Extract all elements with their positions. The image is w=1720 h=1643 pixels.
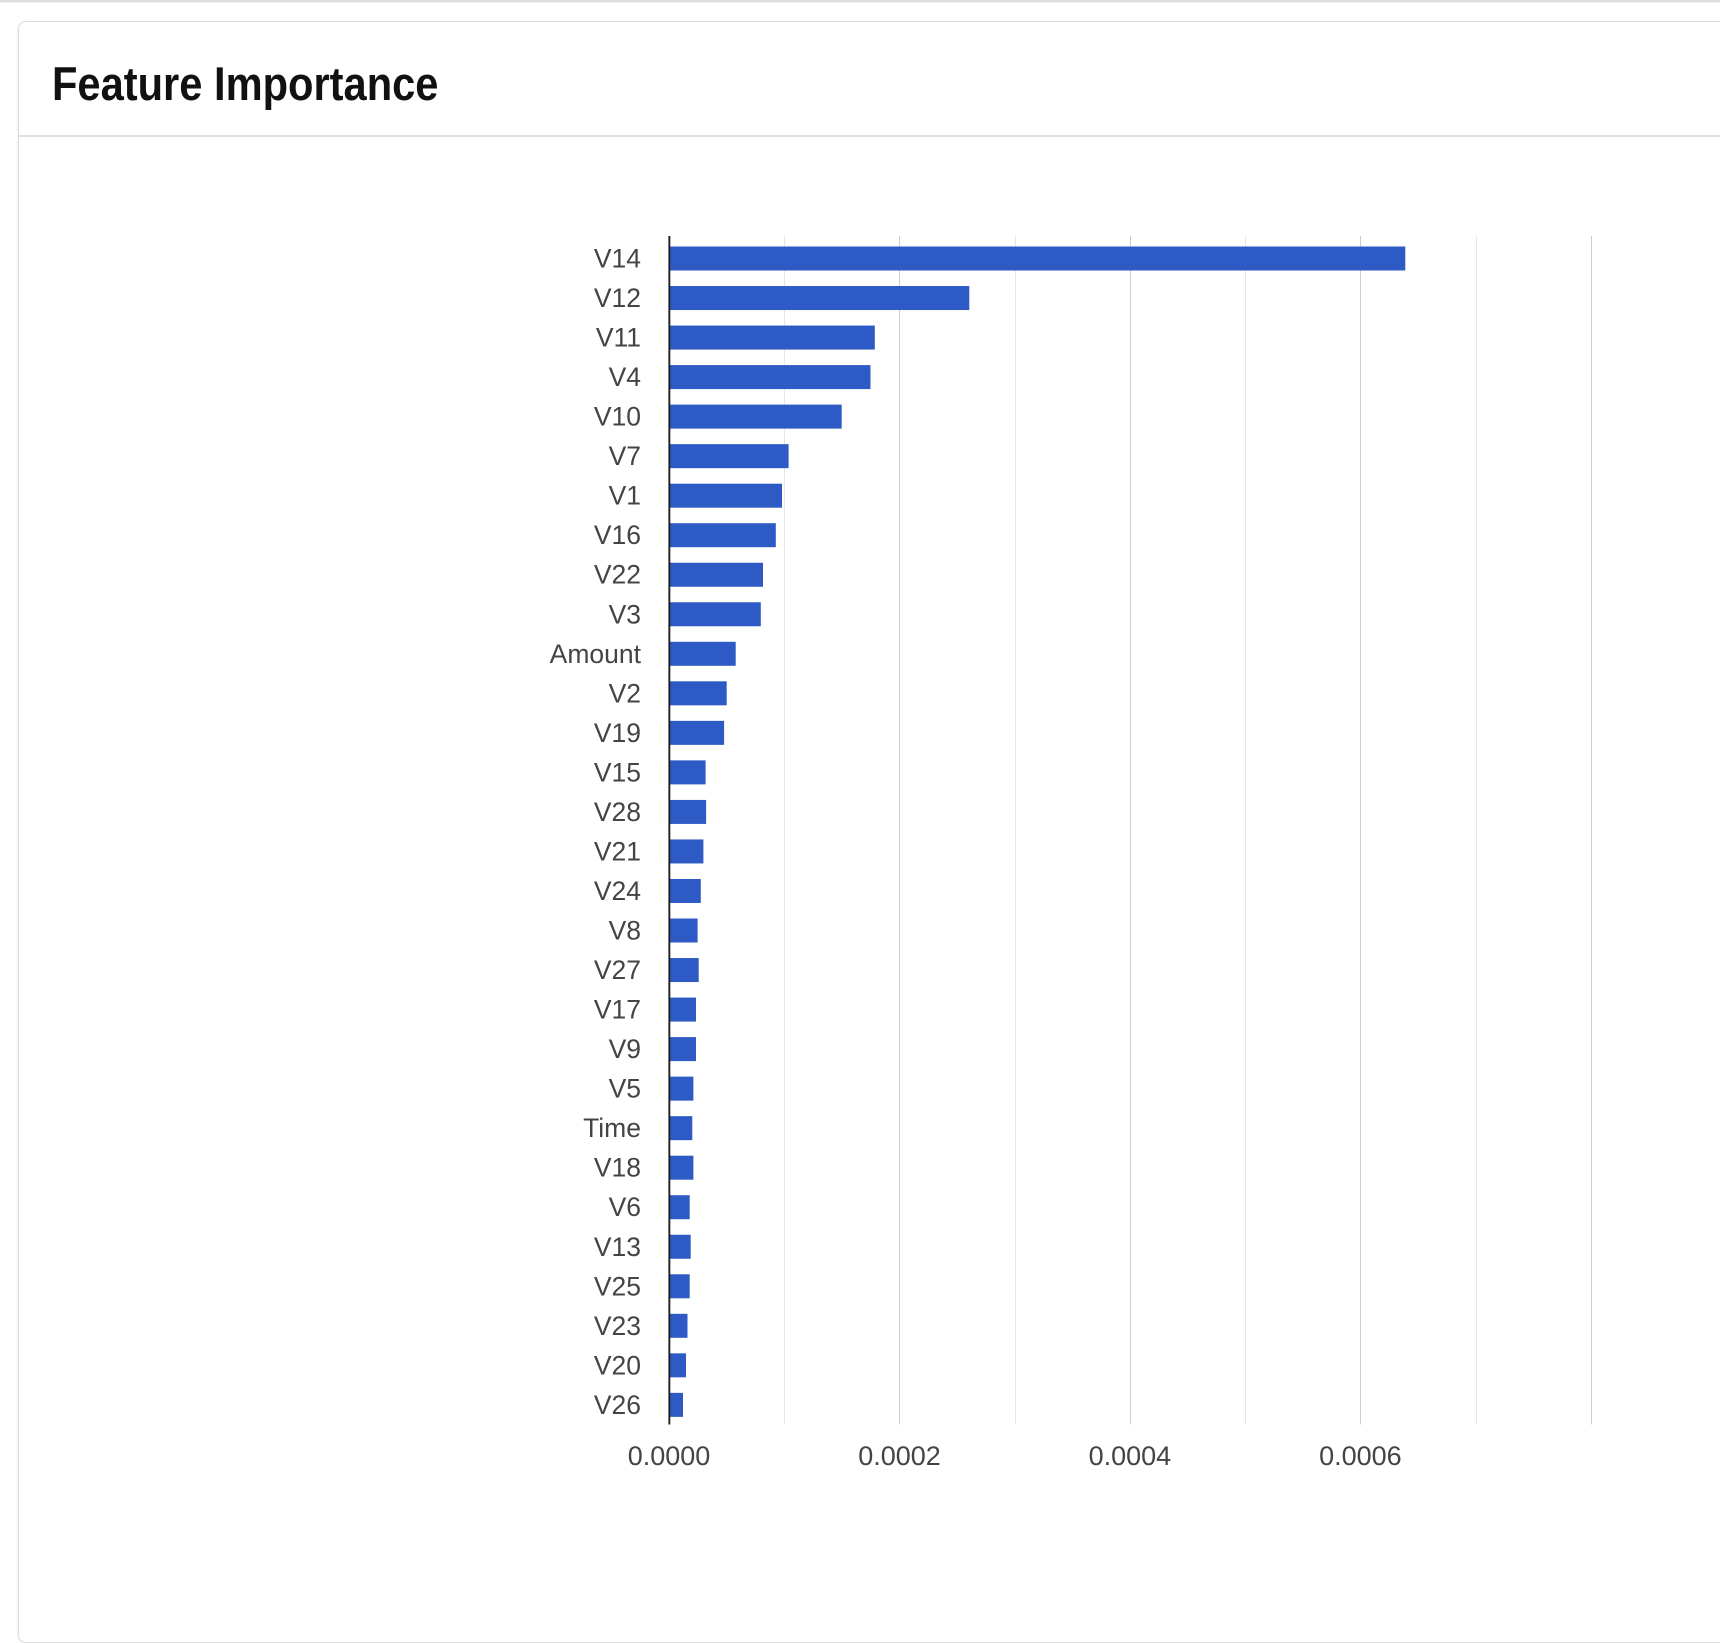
svg-text:V5: V5 (609, 1074, 641, 1104)
svg-text:V11: V11 (596, 323, 641, 353)
svg-text:V17: V17 (594, 995, 641, 1025)
svg-text:0.0004: 0.0004 (1089, 1441, 1172, 1471)
svg-text:V9: V9 (609, 1034, 641, 1064)
svg-text:V15: V15 (594, 757, 641, 787)
svg-text:V13: V13 (594, 1232, 641, 1262)
svg-text:V16: V16 (594, 520, 641, 550)
svg-text:V14: V14 (594, 244, 641, 274)
svg-text:V24: V24 (594, 876, 641, 906)
svg-text:0.0000: 0.0000 (628, 1441, 711, 1471)
svg-text:V20: V20 (594, 1350, 641, 1380)
svg-text:V23: V23 (594, 1311, 641, 1341)
svg-text:V2: V2 (609, 678, 641, 708)
svg-text:V26: V26 (594, 1390, 641, 1420)
svg-text:V12: V12 (594, 283, 641, 313)
svg-text:V6: V6 (609, 1192, 641, 1222)
svg-text:Time: Time (583, 1113, 641, 1143)
svg-text:V18: V18 (594, 1153, 641, 1183)
svg-text:V1: V1 (609, 481, 641, 511)
svg-text:V4: V4 (609, 362, 641, 392)
svg-text:V7: V7 (609, 441, 641, 471)
svg-text:V21: V21 (594, 836, 641, 866)
svg-text:V25: V25 (594, 1271, 641, 1301)
svg-text:V28: V28 (594, 797, 641, 827)
svg-text:V10: V10 (594, 402, 641, 432)
svg-text:V8: V8 (609, 916, 641, 946)
svg-text:V3: V3 (609, 599, 641, 629)
svg-text:Amount: Amount (550, 639, 642, 669)
svg-text:0.0002: 0.0002 (858, 1441, 941, 1471)
svg-text:V22: V22 (594, 560, 641, 590)
svg-text:0.0006: 0.0006 (1319, 1441, 1402, 1471)
svg-text:V19: V19 (594, 718, 641, 748)
svg-text:V27: V27 (594, 955, 641, 985)
